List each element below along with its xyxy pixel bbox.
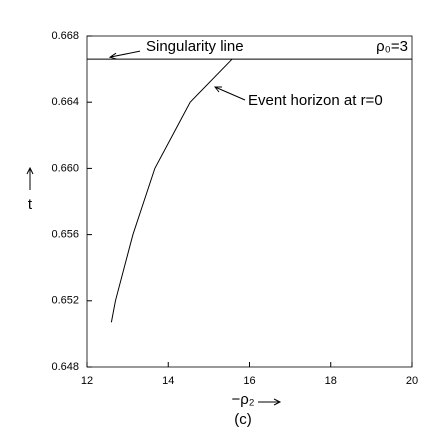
plot-frame <box>86 35 413 368</box>
y-tick-label: 0.656 <box>51 229 79 241</box>
y-tick-label: 0.664 <box>51 96 79 108</box>
caption: (c) <box>234 411 252 428</box>
x-label-arrow <box>258 398 282 406</box>
y-label-arrow <box>26 166 34 190</box>
x-tick-label: 14 <box>162 375 174 387</box>
annotation-arrow <box>213 86 246 101</box>
y-tick-label: 0.660 <box>51 162 79 174</box>
x-tick-label: 16 <box>243 375 255 387</box>
curve <box>110 58 233 323</box>
y-tick-label: 0.648 <box>51 361 79 373</box>
y-axis-label: t <box>28 196 33 213</box>
y-tick-label: 0.668 <box>51 30 79 42</box>
annotation-arrow <box>108 50 141 60</box>
x-tick-label: 18 <box>325 375 337 387</box>
y-tick-label: 0.652 <box>51 295 79 307</box>
annotation: Singularity line <box>146 38 244 55</box>
x-axis-label: −ρ₂ <box>231 391 254 408</box>
x-tick-label: 20 <box>406 375 418 387</box>
annotation: ρ₀=3 <box>376 38 408 55</box>
x-tick-label: 12 <box>81 375 93 387</box>
annotation: Event horizon at r=0 <box>248 92 383 109</box>
